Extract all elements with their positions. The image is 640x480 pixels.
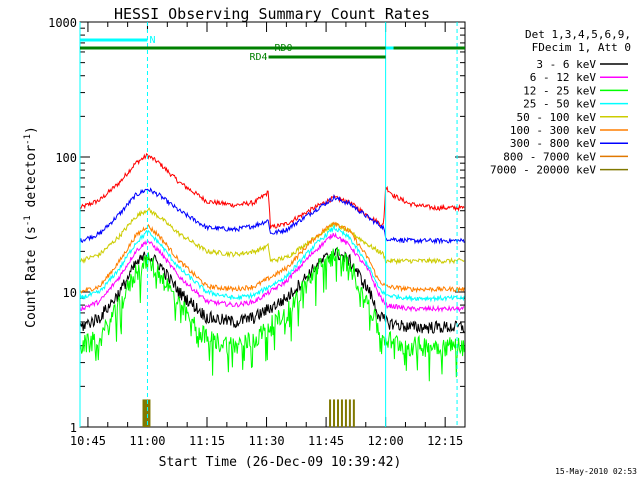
legend: Det 1,3,4,5,6,9, FDecim 1, Att 0 3 - 6 k…	[490, 28, 631, 177]
footer-date: 15-May-2010 02:53	[555, 467, 637, 476]
x-tick-label: 12:00	[368, 434, 404, 448]
legend-label: 100 - 300 keV	[510, 124, 596, 137]
legend-label: 25 - 50 keV	[523, 98, 596, 111]
legend-header-1: Det 1,3,4,5,6,9,	[525, 28, 631, 41]
chart-title: HESSI Observing Summary Count Rates	[114, 5, 430, 23]
series-line	[79, 247, 465, 382]
series-line	[79, 221, 465, 294]
x-tick-label: 12:15	[427, 434, 463, 448]
legend-header-2: FDecim 1, Att 0	[532, 41, 631, 54]
series-line	[79, 187, 465, 245]
x-axis-label: Start Time (26-Dec-09 10:39:42)	[159, 455, 402, 470]
legend-label: 300 - 800 keV	[510, 137, 596, 150]
x-tick-label: 11:15	[189, 434, 225, 448]
y-tick-label: 10	[63, 286, 77, 300]
series-line	[79, 232, 465, 313]
series-layer	[79, 152, 465, 427]
legend-label: 12 - 25 keV	[523, 84, 596, 97]
legend-label: 6 - 12 keV	[530, 71, 597, 84]
x-tick-label: 11:00	[129, 434, 165, 448]
legend-label: 50 - 100 keV	[517, 111, 597, 124]
series-line	[79, 246, 465, 334]
legend-label: 7000 - 20000 keV	[490, 164, 596, 177]
state-label: RD0	[274, 43, 292, 54]
x-tick-label: 11:30	[248, 434, 284, 448]
state-label: RD4	[249, 52, 267, 63]
annotation-layer: N RD0 RD4	[79, 22, 465, 427]
y-tick-label: 1	[70, 421, 77, 435]
plot-axes: 1 10 100 1000 10:45 11:00 11:15 11:30 11:45 12:00…	[48, 16, 466, 448]
y-tick-label: 1000	[48, 16, 77, 30]
legend-label: 3 - 6 keV	[536, 58, 596, 71]
y-axis-label: Count Rate (s-1 detector-1)	[23, 126, 39, 328]
x-tick-label: 11:45	[308, 434, 344, 448]
legend-label: 800 - 7000 keV	[503, 150, 596, 163]
y-tick-label: 100	[55, 151, 77, 165]
series-line	[79, 207, 465, 266]
series-line	[79, 152, 465, 229]
x-tick-label: 10:45	[70, 434, 106, 448]
series-line	[79, 223, 465, 303]
plot-frame	[79, 21, 466, 428]
state-label: N	[149, 35, 155, 46]
